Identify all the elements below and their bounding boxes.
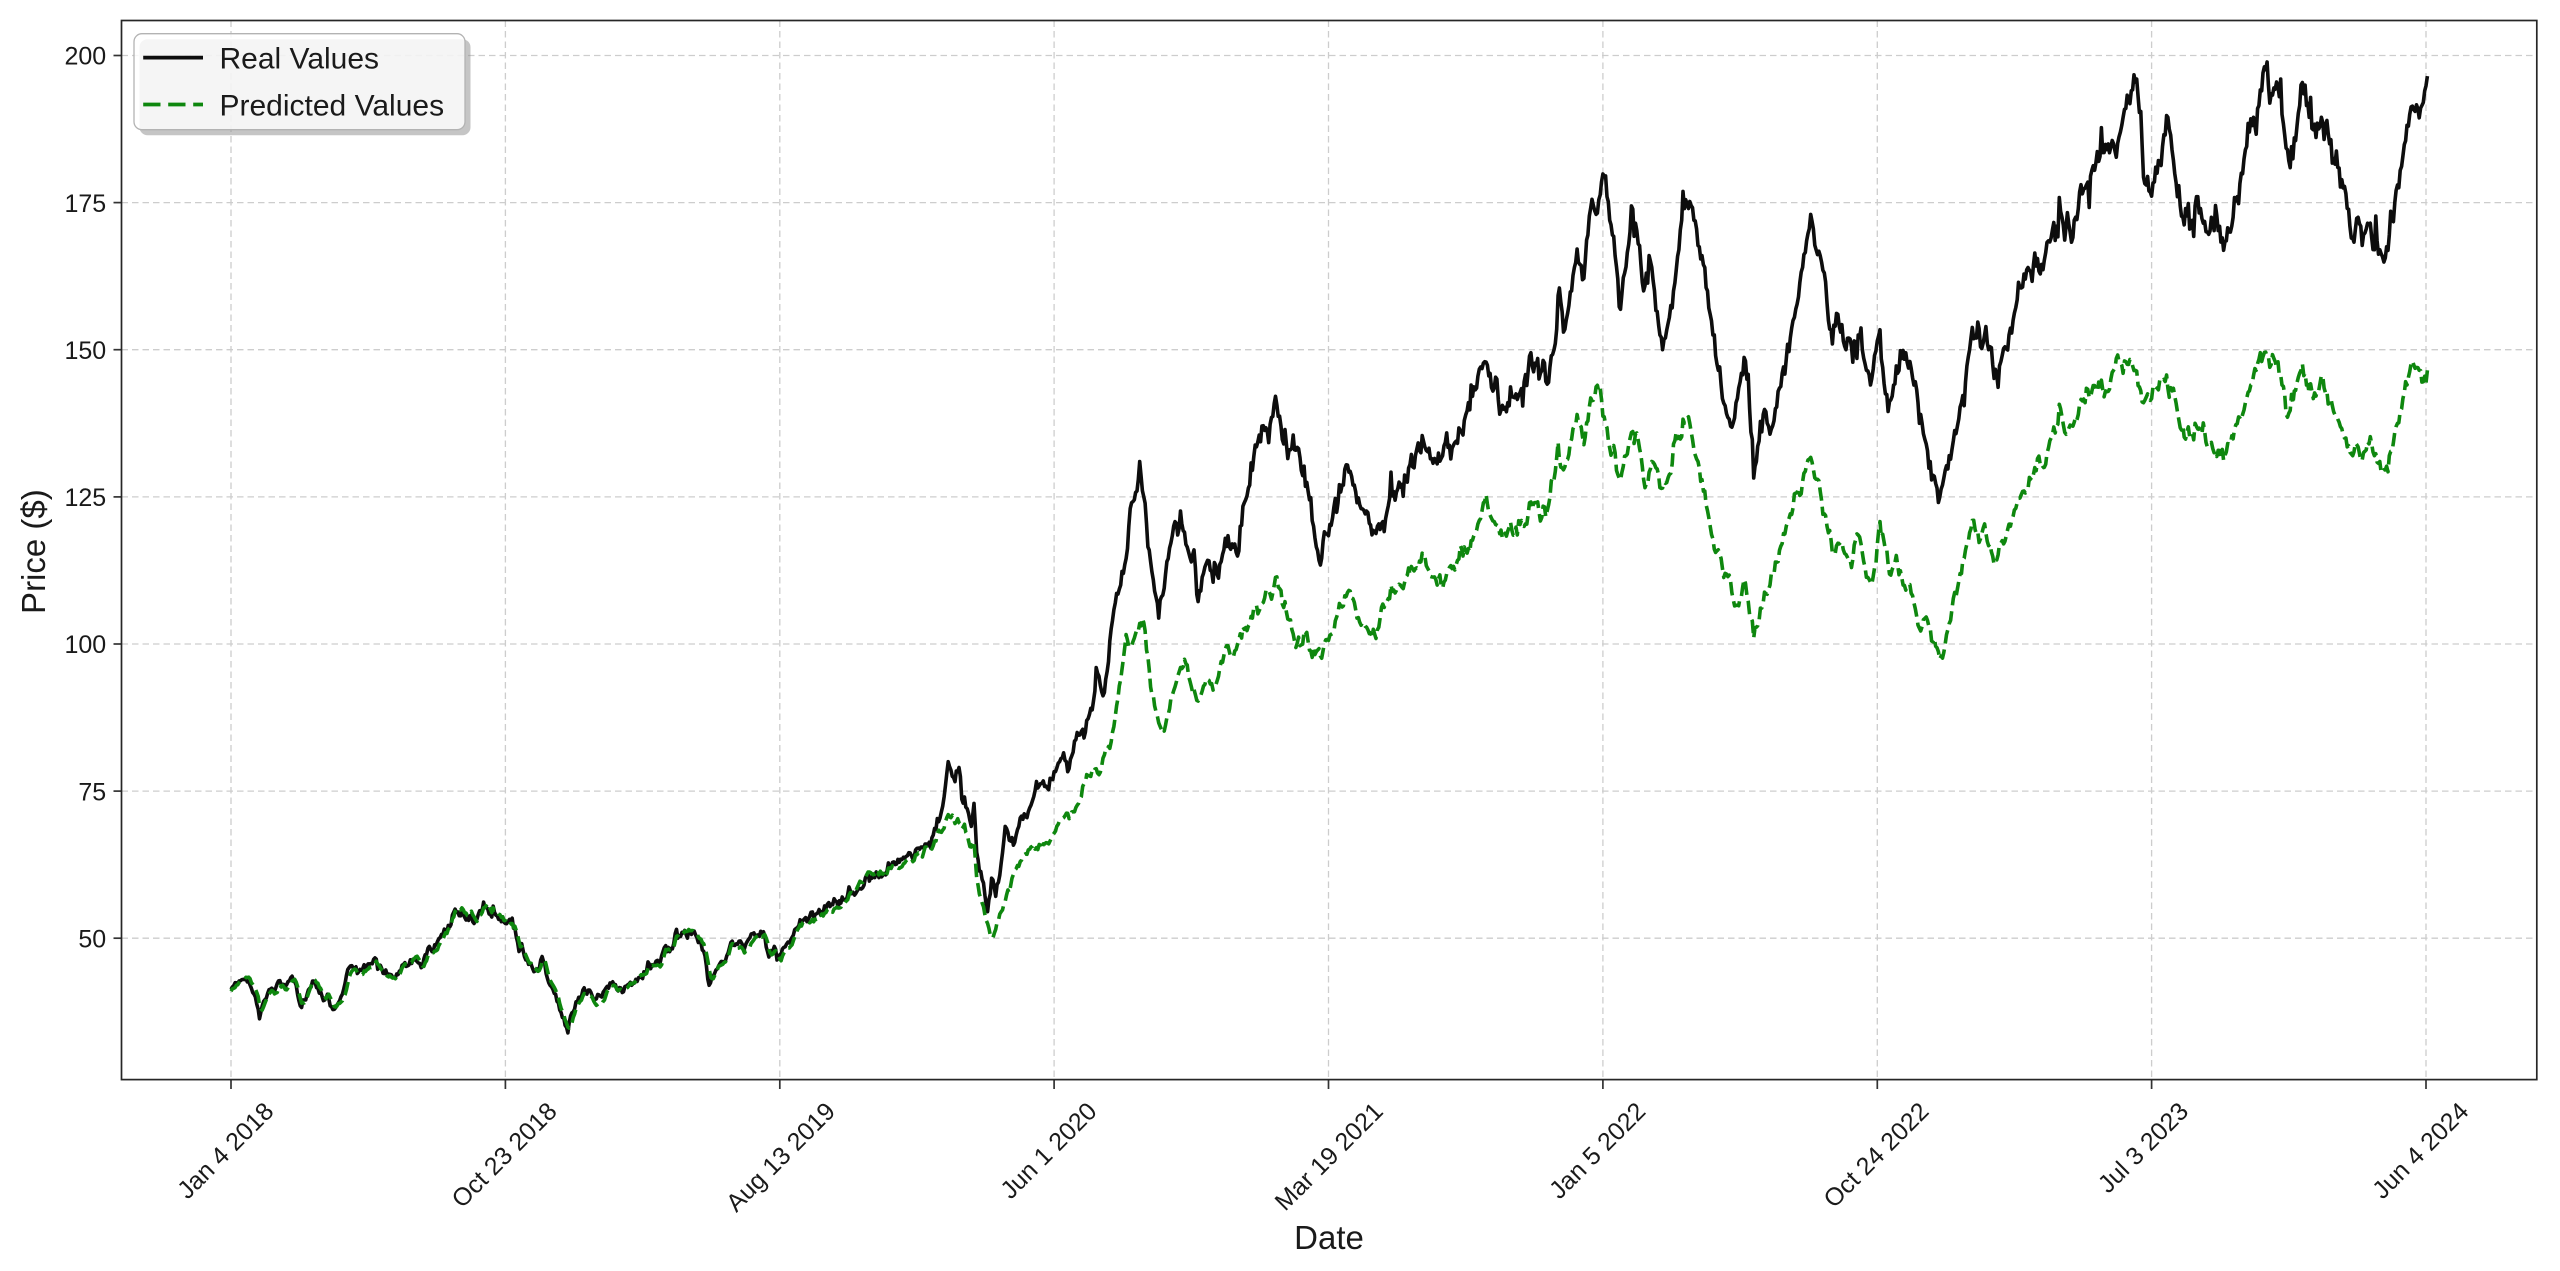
svg-text:175: 175: [64, 190, 106, 218]
svg-text:200: 200: [64, 43, 106, 71]
svg-text:Price ($): Price ($): [15, 489, 52, 614]
svg-text:125: 125: [64, 484, 106, 512]
svg-text:100: 100: [64, 631, 106, 659]
svg-text:50: 50: [78, 925, 106, 953]
svg-text:Predicted Values: Predicted Values: [220, 89, 445, 122]
svg-text:Date: Date: [1294, 1219, 1364, 1256]
svg-text:150: 150: [64, 337, 106, 365]
svg-text:75: 75: [78, 778, 106, 806]
svg-text:Real Values: Real Values: [220, 42, 380, 75]
